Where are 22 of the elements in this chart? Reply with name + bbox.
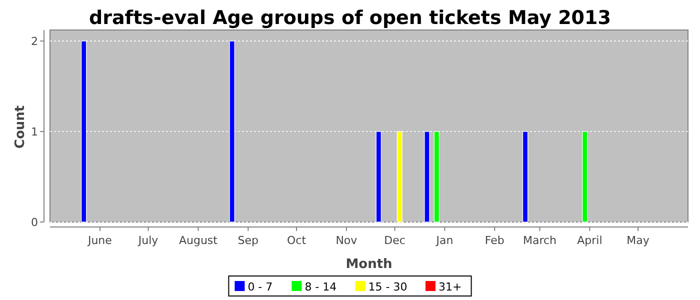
x-tick-label: Dec (384, 234, 406, 247)
y-tick-label: 2 (31, 35, 38, 48)
x-axis-title: Month (346, 257, 392, 272)
x-tick-label: Jan (435, 234, 454, 247)
y-axis-title: Count (13, 105, 28, 149)
x-tick-label: August (178, 234, 218, 247)
x-tick-label: Nov (336, 234, 358, 247)
y-tick-label: 1 (31, 126, 38, 139)
x-tick-label: Feb (484, 234, 504, 247)
legend-label: 31+ (438, 280, 462, 294)
x-tick-label: May (626, 234, 650, 247)
y-tick-label: 0 (31, 216, 38, 229)
legend-label: 15 - 30 (368, 280, 408, 294)
chart-title: drafts-eval Age groups of open tickets May 2013 (89, 7, 611, 29)
legend-label: 0 - 7 (248, 280, 273, 294)
x-tick-label: Oct (286, 234, 307, 247)
x-tick-label: April (577, 234, 602, 247)
x-tick-label: June (86, 234, 112, 247)
x-tick-label: March (523, 234, 557, 247)
x-tick-label: July (137, 234, 159, 247)
legend-label: 8 - 14 (304, 280, 337, 294)
x-tick-label: Sep (238, 234, 259, 247)
